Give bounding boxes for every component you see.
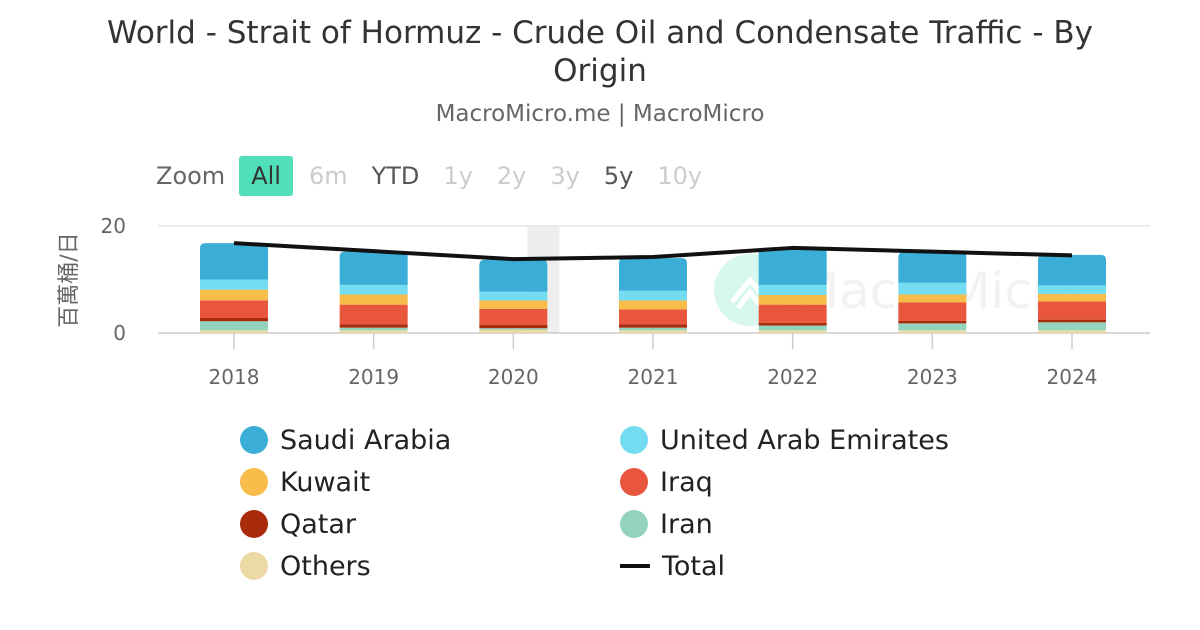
bar-segment-iran[interactable] [479, 328, 548, 330]
chart-title: World - Strait of Hormuz - Crude Oil and… [107, 15, 1093, 89]
bar-segment-others[interactable] [200, 330, 268, 333]
legend-label: Qatar [280, 508, 357, 540]
bar-segment-saudi-arabia[interactable] [1038, 254, 1106, 286]
bar-segment-qatar[interactable] [758, 322, 827, 326]
x-tick-label: 2018 [209, 365, 260, 389]
zoom-selector: Zoom All 6m YTD 1y 2y 3y 5y 10y [156, 154, 718, 198]
legend-item-kuwait[interactable]: Kuwait [240, 464, 620, 500]
bar-segment-saudi-arabia[interactable] [339, 251, 408, 285]
zoom-button-3y[interactable]: 3y [550, 162, 580, 190]
bar-segment-iraq[interactable] [619, 309, 687, 325]
bar-segment-qatar[interactable] [619, 324, 687, 328]
bar-segment-iraq[interactable] [200, 300, 268, 319]
x-tick-label: 2022 [767, 365, 818, 389]
bar-segment-iraq[interactable] [898, 302, 967, 321]
bar-segment-united-arab-emirates[interactable] [758, 284, 827, 296]
bar-segment-kuwait[interactable] [898, 294, 967, 303]
bar-segment-kuwait[interactable] [200, 289, 268, 301]
legend-item-united-arab-emirates[interactable]: United Arab Emirates [620, 422, 1000, 458]
bar-segment-qatar[interactable] [898, 320, 967, 324]
legend-swatch-icon [240, 426, 268, 454]
legend-label: Others [280, 550, 371, 582]
zoom-button-5y[interactable]: 5y [603, 162, 634, 190]
bar-segment-qatar[interactable] [479, 324, 548, 329]
x-tick-label: 2021 [628, 365, 679, 389]
bar-segment-iran[interactable] [619, 327, 687, 331]
bar-segment-united-arab-emirates[interactable] [898, 282, 967, 295]
legend-swatch-icon [620, 510, 648, 538]
bar-segment-qatar[interactable] [1038, 319, 1106, 323]
legend-label: Saudi Arabia [280, 424, 452, 456]
legend-line-icon [620, 564, 650, 568]
legend-swatch-icon [620, 426, 648, 454]
bar-segment-iran[interactable] [758, 325, 827, 331]
legend-item-others[interactable]: Others [240, 548, 620, 584]
bar-segment-kuwait[interactable] [1038, 293, 1106, 302]
legend-label: Iran [660, 508, 713, 540]
y-tick-label: 20 [101, 214, 126, 238]
x-tick-label: 2019 [348, 365, 399, 389]
bar-segment-saudi-arabia[interactable] [200, 243, 268, 280]
x-tick-label: 2020 [488, 365, 539, 389]
bar-segment-united-arab-emirates[interactable] [200, 279, 268, 290]
chart-plot: MacroMicro 02020182019202020212022202320… [57, 214, 1150, 389]
legend-swatch-icon [240, 552, 268, 580]
legend-item-total[interactable]: Total [620, 548, 1000, 584]
chart-subtitle: MacroMicro.me | MacroMicro [435, 101, 765, 127]
legend-swatch-icon [240, 468, 268, 496]
bar-segment-iran[interactable] [339, 327, 408, 331]
legend-item-saudi-arabia[interactable]: Saudi Arabia [240, 422, 620, 458]
zoom-button-ytd[interactable]: YTD [371, 162, 420, 190]
legend-item-iran[interactable]: Iran [620, 506, 1000, 542]
bar-segment-others[interactable] [1038, 330, 1106, 333]
bar-segment-iran[interactable] [200, 321, 268, 331]
legend-item-qatar[interactable]: Qatar [240, 506, 620, 542]
bar-segment-united-arab-emirates[interactable] [339, 284, 408, 295]
legend-item-iraq[interactable]: Iraq [620, 464, 1000, 500]
bar-segment-iraq[interactable] [1038, 301, 1106, 320]
bar-segment-others[interactable] [619, 330, 687, 333]
bar-segment-iraq[interactable] [479, 308, 548, 325]
legend-label: Total [662, 550, 726, 582]
chart-legend: Saudi Arabia United Arab Emirates Kuwait Ir… [240, 422, 1020, 584]
y-axis-label: 百萬桶/日 [57, 232, 82, 327]
zoom-button-10y[interactable]: 10y [657, 162, 703, 190]
bar-segment-united-arab-emirates[interactable] [1038, 285, 1106, 294]
bar-segment-others[interactable] [479, 329, 548, 333]
x-tick-label: 2023 [907, 365, 958, 389]
zoom-label: Zoom [156, 162, 226, 190]
bar-segment-others[interactable] [898, 330, 967, 333]
bar-segment-qatar[interactable] [200, 318, 268, 322]
bar-segment-kuwait[interactable] [619, 300, 687, 310]
legend-label: United Arab Emirates [660, 424, 949, 456]
bar-segment-kuwait[interactable] [479, 300, 548, 309]
bar-segment-united-arab-emirates[interactable] [619, 290, 687, 301]
bar-segment-kuwait[interactable] [339, 294, 408, 305]
bar-segment-others[interactable] [758, 330, 827, 333]
legend-label: Iraq [660, 466, 713, 498]
legend-swatch-icon [620, 468, 648, 496]
zoom-button-1y[interactable]: 1y [443, 162, 473, 190]
zoom-button-all[interactable]: All [239, 156, 293, 196]
bar-segment-others[interactable] [339, 330, 408, 333]
bar-segment-saudi-arabia[interactable] [758, 247, 827, 285]
bar-segment-saudi-arabia[interactable] [619, 258, 687, 291]
bar-segment-iran[interactable] [898, 323, 967, 331]
x-tick-label: 2024 [1047, 365, 1098, 389]
total-line[interactable] [233, 241, 1073, 262]
bar-segment-iraq[interactable] [339, 304, 408, 325]
bar-segment-saudi-arabia[interactable] [898, 252, 967, 283]
bar-segment-iran[interactable] [1038, 322, 1106, 331]
bar-segment-iraq[interactable] [758, 304, 827, 323]
bar-segment-united-arab-emirates[interactable] [479, 291, 548, 301]
bar-segment-qatar[interactable] [339, 324, 408, 328]
legend-swatch-icon [240, 510, 268, 538]
y-tick-label: 0 [113, 321, 126, 345]
zoom-button-6m[interactable]: 6m [308, 162, 348, 190]
bar-segment-kuwait[interactable] [758, 295, 827, 305]
legend-label: Kuwait [280, 466, 371, 498]
bar-segment-saudi-arabia[interactable] [479, 259, 548, 292]
zoom-button-2y[interactable]: 2y [496, 162, 527, 190]
